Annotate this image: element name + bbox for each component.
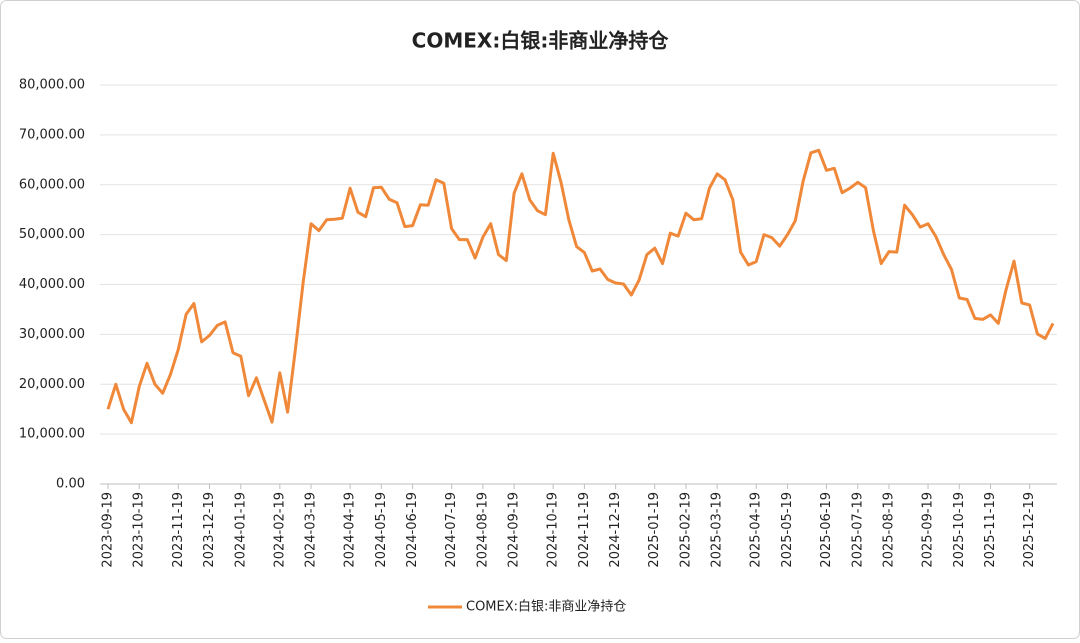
x-tick-label: 2023-11-19 [171, 492, 186, 568]
x-tick-label: 2024-08-19 [475, 492, 490, 568]
x-tick-label: 2025-10-19 [952, 492, 967, 568]
y-tick-label: 0.00 [56, 477, 85, 492]
y-tick-label: 70,000.00 [19, 127, 85, 142]
x-tick-label: 2024-02-19 [272, 492, 287, 568]
y-tick-label: 60,000.00 [19, 177, 85, 192]
x-tick-label: 2024-03-19 [304, 492, 319, 568]
x-tick-label: 2025-07-19 [850, 492, 865, 568]
chart-title: COMEX:白银:非商业净持仓 [412, 29, 670, 53]
x-tick-label: 2023-09-19 [101, 492, 116, 568]
data-line [106, 148, 1055, 425]
x-tick-label: 2025-12-19 [1022, 492, 1037, 568]
x-tick-label: 2025-05-19 [780, 492, 795, 568]
y-tick-label: 30,000.00 [19, 327, 85, 342]
x-tick-label: 2024-05-19 [374, 492, 389, 568]
x-tick-label: 2024-12-19 [608, 492, 623, 568]
x-tick-label: 2025-02-19 [678, 492, 693, 568]
x-tick-label: 2024-06-19 [405, 492, 420, 568]
y-tick-label: 20,000.00 [19, 377, 85, 392]
x-tick-label: 2024-04-19 [343, 492, 358, 568]
x-tick-label: 2024-07-19 [444, 492, 459, 568]
x-tick-label: 2025-06-19 [819, 492, 834, 568]
x-tick-label: 2025-01-19 [647, 492, 662, 568]
x-tick-label: 2023-12-19 [202, 492, 217, 568]
y-tick-label: 50,000.00 [19, 227, 85, 242]
x-tick-label: 2024-10-19 [546, 492, 561, 568]
y-tick-label: 80,000.00 [19, 78, 85, 93]
legend-label: COMEX:白银:非商业净持仓 [466, 599, 626, 615]
x-tick-label: 2025-08-19 [881, 492, 896, 568]
y-tick-label: 10,000.00 [19, 427, 85, 442]
x-tick-label: 2025-04-19 [749, 492, 764, 568]
x-tick-label: 2024-11-19 [577, 492, 592, 568]
x-tick-label: 2023-10-19 [132, 492, 147, 568]
x-tick-label: 2025-11-19 [983, 492, 998, 568]
x-tick-label: 2025-03-19 [710, 492, 725, 568]
x-tick-label: 2024-01-19 [233, 492, 248, 568]
x-tick-label: 2025-09-19 [921, 492, 936, 568]
x-tick-label: 2024-09-19 [507, 492, 522, 568]
y-tick-label: 40,000.00 [19, 277, 85, 292]
